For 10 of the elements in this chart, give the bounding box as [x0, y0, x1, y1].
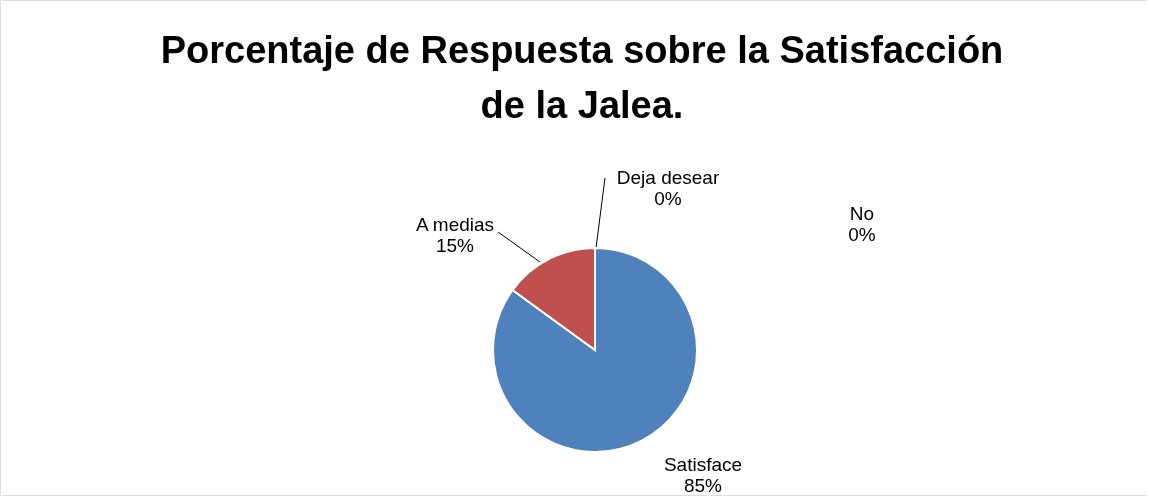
category-label: Deja desear — [616, 167, 720, 188]
category-label: No — [849, 203, 875, 224]
pie-slice — [492, 247, 698, 453]
data-label: 15% — [435, 235, 475, 256]
data-label: 85% — [683, 475, 723, 496]
text: 0% — [654, 188, 682, 209]
text: 0% — [848, 224, 876, 245]
chart-title: Porcentaje de Respuesta sobre la Satisfacción de la Jalea. — [160, 29, 1004, 126]
slice-label: A medias — [415, 214, 495, 235]
slice-label: Satisface — [663, 454, 743, 475]
